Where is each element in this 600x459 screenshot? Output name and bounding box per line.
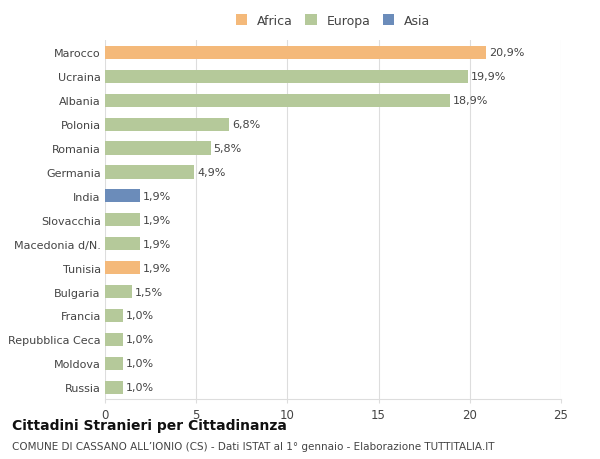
Bar (105, 166, 194, 179)
Text: COMUNE DI CASSANO ALL’IONIO (CS) - Dati ISTAT al 1° gennaio - Elaborazione TUTTI: COMUNE DI CASSANO ALL’IONIO (CS) - Dati … (12, 441, 494, 451)
Text: 19,9%: 19,9% (471, 72, 506, 82)
Bar (105, 95, 450, 107)
Text: 1,0%: 1,0% (126, 311, 154, 321)
Text: 20,9%: 20,9% (489, 48, 524, 58)
Bar (105, 381, 123, 394)
Bar (105, 118, 229, 131)
Text: 18,9%: 18,9% (452, 96, 488, 106)
Bar (105, 285, 133, 298)
Bar (105, 214, 140, 227)
Bar (105, 309, 123, 322)
Text: 6,8%: 6,8% (232, 120, 260, 130)
Text: 1,5%: 1,5% (135, 287, 163, 297)
Text: 4,9%: 4,9% (197, 168, 226, 178)
Bar (105, 238, 140, 251)
Text: 1,9%: 1,9% (142, 215, 170, 225)
Bar (105, 142, 211, 155)
Text: 1,0%: 1,0% (126, 358, 154, 369)
Text: 1,9%: 1,9% (142, 191, 170, 202)
Bar (105, 190, 140, 203)
Text: 1,9%: 1,9% (142, 263, 170, 273)
Legend: Africa, Europa, Asia: Africa, Europa, Asia (232, 11, 434, 32)
Bar (105, 262, 140, 274)
Text: 1,0%: 1,0% (126, 335, 154, 345)
Text: Cittadini Stranieri per Cittadinanza: Cittadini Stranieri per Cittadinanza (12, 418, 287, 431)
Text: 1,0%: 1,0% (126, 382, 154, 392)
Bar (105, 333, 123, 346)
Text: 1,9%: 1,9% (142, 239, 170, 249)
Bar (105, 71, 468, 84)
Bar (105, 357, 123, 370)
Bar (105, 47, 486, 60)
Text: 5,8%: 5,8% (214, 144, 242, 154)
